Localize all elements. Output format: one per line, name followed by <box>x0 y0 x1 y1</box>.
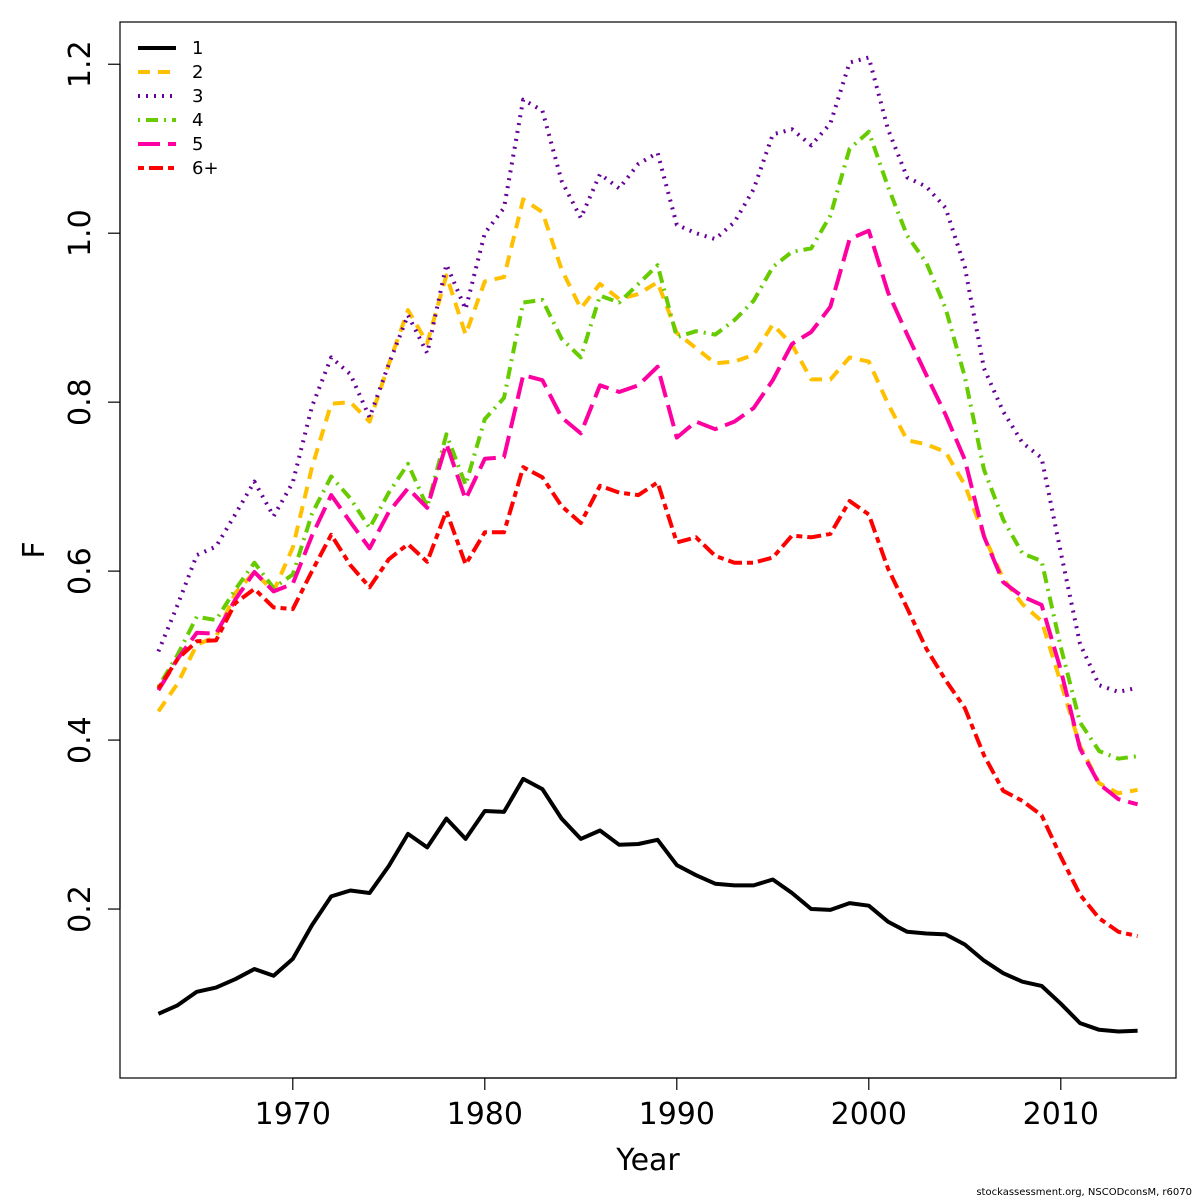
legend-label-6plus: 6+ <box>192 158 219 179</box>
x-tick-label: 1980 <box>447 1097 523 1132</box>
footer-credit: stockassessment.org, NSCODconsM, r6070 <box>976 1187 1192 1198</box>
series-line-6plus <box>156 465 1139 939</box>
x-tick-label: 1990 <box>639 1097 715 1132</box>
legend-label-1: 1 <box>192 38 203 59</box>
plot-frame <box>119 21 1177 1079</box>
series-line-4 <box>156 129 1138 761</box>
x-tick-label: 1970 <box>255 1097 331 1132</box>
legend-label-3: 3 <box>192 86 203 107</box>
x-axis: 1970 1980 1990 2000 2010 <box>255 1077 1099 1132</box>
series-line-5 <box>156 228 1139 807</box>
series-line-1 <box>157 776 1138 1034</box>
y-axis-title: F <box>17 541 52 558</box>
series-line-2 <box>156 197 1138 796</box>
x-tick-label: 2010 <box>1023 1097 1099 1132</box>
x-tick-label: 2000 <box>831 1097 907 1132</box>
y-tick-label: 0.4 <box>63 716 98 764</box>
y-tick-label: 0.6 <box>63 547 98 595</box>
series-layer <box>156 55 1139 1034</box>
legend: 1 2 3 4 5 6+ <box>138 38 219 179</box>
legend-label-4: 4 <box>192 110 203 131</box>
y-tick-label: 0.2 <box>63 885 98 933</box>
legend-label-2: 2 <box>192 62 203 83</box>
y-tick-label: 1.0 <box>63 209 98 257</box>
y-tick-label: 0.8 <box>63 378 98 426</box>
legend-label-5: 5 <box>192 134 203 155</box>
x-axis-title: Year <box>615 1143 680 1178</box>
y-axis: 0.2 0.4 0.6 0.8 1.0 1.2 <box>63 40 121 933</box>
y-tick-label: 1.2 <box>63 40 98 88</box>
